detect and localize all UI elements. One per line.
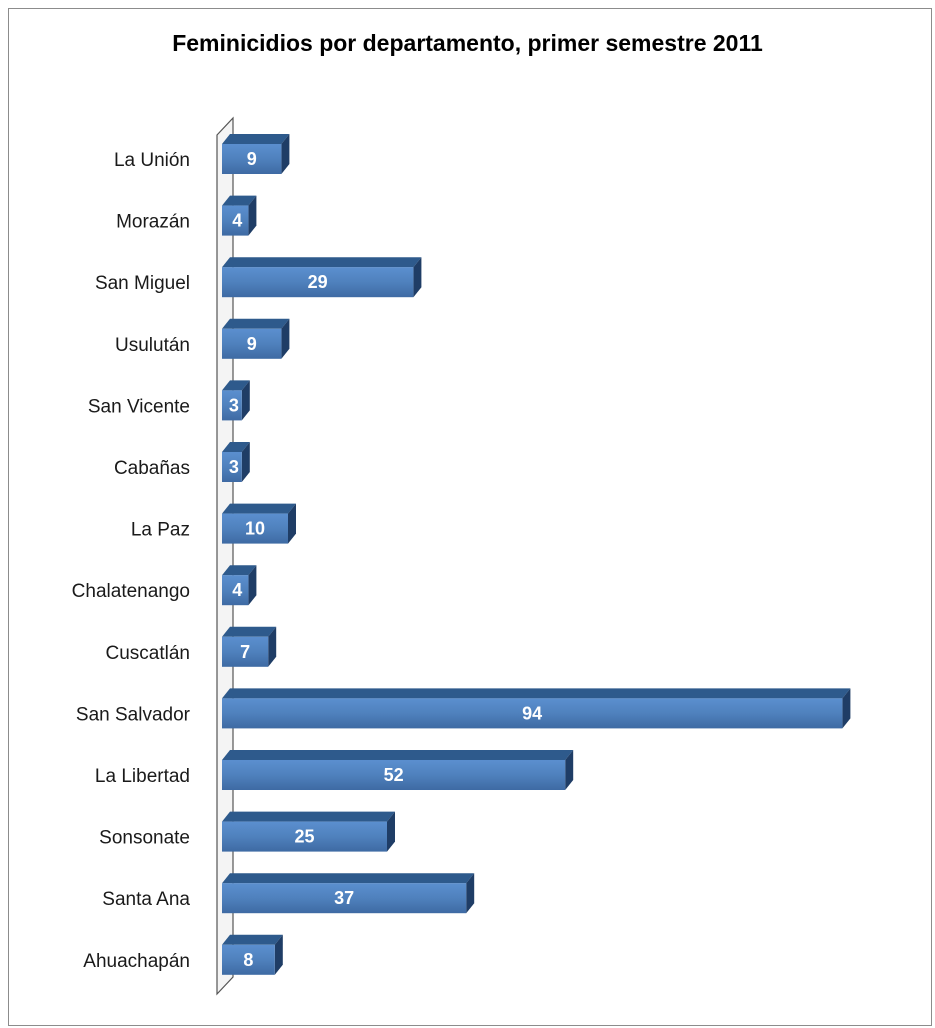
bar-side [241, 442, 250, 482]
bar-side [241, 380, 250, 421]
category-label: San Miguel [95, 273, 190, 294]
bar-group: 94 San Salvador [76, 688, 851, 729]
data-label: 37 [334, 888, 354, 908]
category-label: San Salvador [76, 704, 191, 725]
category-label: Cuscatlán [106, 643, 191, 664]
bar-top [222, 688, 851, 699]
bar-group: 4 Chalatenango [72, 565, 257, 606]
data-label: 29 [308, 272, 328, 292]
data-label: 10 [245, 519, 265, 539]
data-label: 25 [294, 827, 314, 847]
data-label: 94 [522, 703, 542, 723]
bar-top [222, 503, 296, 514]
bar-side [466, 873, 475, 914]
bar-top [222, 750, 574, 760]
bar-top [222, 626, 277, 637]
bar-side [274, 934, 283, 975]
bar [222, 205, 249, 236]
bar-group: 25 Sonsonate [99, 811, 395, 852]
bar-top [222, 565, 257, 576]
bar-group: 52 La Libertad [95, 750, 574, 790]
data-label: 52 [384, 765, 404, 785]
data-label: 4 [232, 211, 242, 231]
chart-title: Feminicidios por departamento, primer se… [172, 30, 763, 56]
bar-side [565, 750, 574, 790]
bar-side [281, 318, 290, 359]
bar-top [222, 811, 395, 822]
category-label: La Unión [114, 150, 190, 171]
bar [222, 267, 414, 298]
category-label: Cabañas [114, 458, 190, 479]
bar-group: 3 Cabañas [114, 442, 250, 482]
bar [222, 144, 282, 174]
data-label: 8 [243, 950, 253, 970]
bar [222, 575, 249, 606]
category-label: Chalatenango [72, 581, 190, 602]
bar-side [248, 565, 257, 606]
bar-group: 8 Ahuachapán [83, 934, 283, 975]
data-label: 9 [247, 149, 257, 169]
category-label: Sonsonate [99, 828, 190, 849]
bar-group: 7 Cuscatlán [106, 626, 277, 667]
bar-top [222, 134, 290, 144]
bar-side [387, 811, 395, 852]
category-label: Usulután [115, 335, 190, 356]
data-label: 9 [247, 334, 257, 354]
bar-top [222, 934, 283, 945]
bar-top [222, 442, 250, 452]
bar-side [268, 626, 277, 667]
data-label: 7 [240, 642, 250, 662]
bar-side [842, 688, 851, 729]
axis-wall [216, 116, 234, 996]
bar-top [222, 873, 475, 884]
bar-side [248, 195, 257, 236]
data-label: 3 [229, 395, 239, 415]
category-label: La Libertad [95, 766, 190, 787]
bar-group: 4 Morazán [116, 195, 257, 236]
bar-side [413, 257, 422, 298]
bar [222, 636, 269, 667]
bar-group: 3 San Vicente [88, 380, 250, 421]
bar-group: 9 La Unión [114, 134, 290, 174]
category-label: Ahuachapán [83, 951, 190, 972]
category-label: La Paz [131, 520, 190, 541]
bar-top [222, 257, 422, 268]
bar [222, 821, 387, 852]
category-label: Santa Ana [102, 889, 190, 910]
bar-top [222, 195, 257, 206]
bar [222, 883, 467, 914]
bar [222, 944, 275, 975]
bar [222, 452, 242, 482]
bar-group: 10 La Paz [131, 503, 296, 544]
bar-group: 9 Usulután [115, 318, 290, 359]
category-label: Morazán [116, 212, 190, 233]
bar [222, 390, 242, 421]
data-label: 4 [232, 580, 242, 600]
category-label: San Vicente [88, 396, 190, 417]
bar [222, 760, 566, 790]
bar [222, 513, 288, 544]
bar-top [222, 318, 290, 329]
bar-side [288, 503, 296, 544]
bar [222, 698, 843, 729]
bar-top [222, 380, 250, 391]
bar-group: 37 Santa Ana [102, 873, 475, 914]
bar-side [281, 134, 290, 174]
bar [222, 328, 282, 359]
data-label: 3 [229, 457, 239, 477]
chart-frame [8, 8, 932, 1026]
bar-group: 29 San Miguel [95, 257, 422, 298]
